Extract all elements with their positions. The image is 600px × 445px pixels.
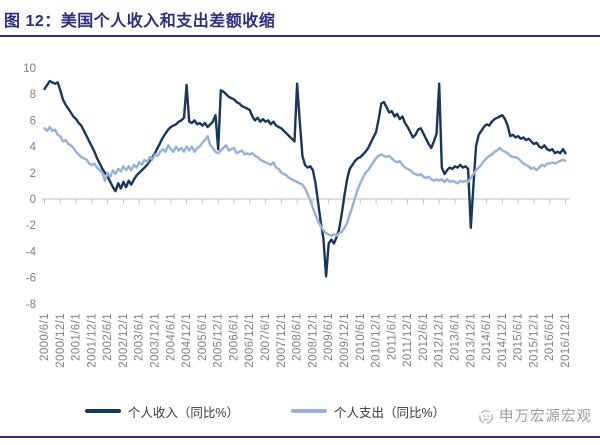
y-axis-label: -6: [26, 273, 36, 285]
y-axis-label: 10: [23, 63, 36, 75]
x-axis-label: 2007/12/1: [276, 313, 288, 368]
legend-label-income: 个人收入（同比%）: [127, 405, 239, 420]
income-line: [43, 79, 567, 278]
y-axis-label: -4: [26, 246, 37, 258]
x-axis-label: 2006/12/1: [244, 313, 256, 368]
legend-item-income: 个人收入（同比%）: [84, 402, 239, 421]
x-axis-label: 2015/6/1: [513, 313, 525, 361]
x-axis-label: 2000/12/1: [55, 313, 67, 368]
x-axis-label: 2003/12/1: [150, 313, 162, 368]
watermark: 申万宏源宏观: [477, 405, 592, 426]
spending-line-swatch: [291, 409, 327, 413]
y-axis-label: -8: [26, 299, 36, 311]
x-axis-label: 2004/6/1: [165, 313, 177, 361]
x-axis-label: 2014/6/1: [481, 313, 493, 361]
x-axis-label: 2009/6/1: [323, 313, 335, 361]
x-axis-label: 2015/12/1: [528, 313, 540, 368]
x-axis-label: 2012/6/1: [418, 313, 430, 361]
x-axis-label: 2009/12/1: [339, 313, 351, 368]
x-axis-label: 2011/6/1: [386, 313, 398, 360]
y-axis-label: 2: [30, 168, 36, 180]
y-axis-label: 4: [30, 142, 37, 154]
figure-header: 图 12：美国个人收入和支出差额收缩: [4, 7, 600, 31]
x-axis-label: 2002/12/1: [118, 313, 130, 368]
x-axis-label: 2005/6/1: [197, 313, 209, 361]
watermark-text: 申万宏源宏观: [499, 409, 592, 425]
x-axis-label: 2001/12/1: [86, 313, 98, 368]
y-axis-label: 8: [30, 89, 36, 101]
spending-line: [43, 125, 567, 237]
legend-item-spending: 个人支出（同比%）: [291, 402, 445, 421]
x-axis-label: 2003/6/1: [134, 313, 146, 361]
y-axis-label: -2: [26, 220, 36, 232]
x-axis-label: 2011/12/1: [402, 313, 414, 367]
chart-legend: 个人收入（同比%） 个人支出（同比%）: [0, 402, 530, 420]
x-axis-label: 2013/6/1: [449, 313, 461, 361]
x-axis-label: 2006/6/1: [228, 313, 240, 361]
x-axis-label: 2016/6/1: [544, 313, 556, 361]
income-line-swatch: [84, 409, 121, 413]
sws-smile-logo-icon: [479, 409, 493, 424]
y-axis-label: 0: [30, 194, 36, 206]
x-axis-label: 2010/12/1: [371, 313, 383, 368]
x-axis-label: 2002/6/1: [102, 313, 114, 361]
x-axis-label: 2000/6/1: [39, 313, 51, 361]
x-axis-label: 2016/12/1: [560, 313, 572, 368]
x-axis-label: 2014/12/1: [497, 313, 509, 368]
x-axis-label: 2013/12/1: [465, 313, 477, 368]
x-axis-label: 2007/6/1: [260, 313, 272, 361]
x-axis-label: 2004/12/1: [181, 313, 193, 368]
figure-title: 图 12：美国个人收入和支出差额收缩: [4, 13, 276, 30]
bottom-border: [0, 436, 600, 438]
x-axis-label: 2005/12/1: [213, 313, 225, 368]
x-axis-label: 2010/6/1: [355, 313, 367, 361]
legend-label-spending: 个人支出（同比%）: [334, 405, 446, 420]
x-axis-label: 2008/6/1: [292, 313, 304, 361]
x-axis-label: 2001/6/1: [71, 313, 83, 361]
title-underline: [0, 35, 600, 37]
y-axis-label: 6: [30, 115, 36, 127]
x-axis-label: 2008/12/1: [307, 313, 319, 368]
x-axis-label: 2012/12/1: [434, 313, 446, 368]
